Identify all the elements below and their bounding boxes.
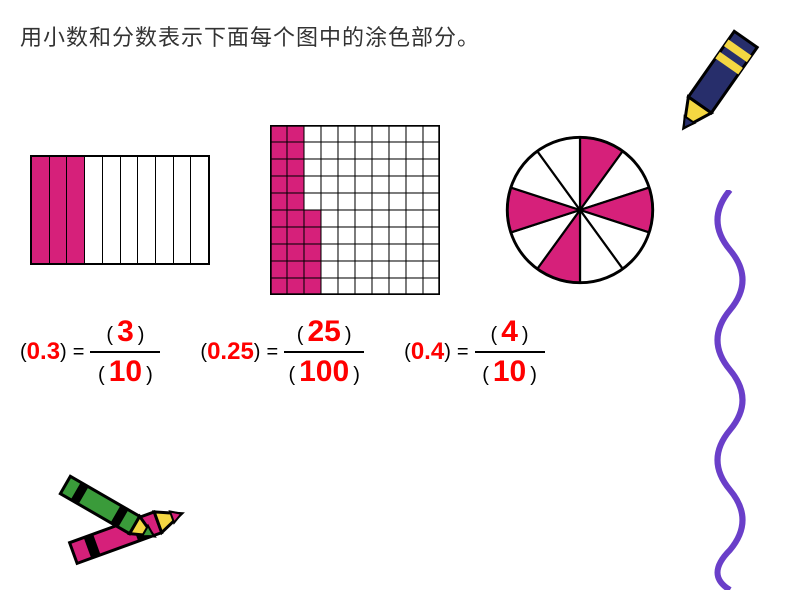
- decimal-value: 0.4: [411, 338, 444, 366]
- wavy-line-icon: [700, 190, 760, 595]
- numerator: 25: [307, 315, 340, 349]
- numerator: 4: [501, 315, 518, 349]
- fraction-bar: [90, 351, 160, 353]
- fraction: ( 4 ) (10 ): [475, 315, 545, 389]
- fraction: ( 25 ) (100 ): [284, 315, 364, 389]
- fraction: ( 3 ) ( 10 ): [90, 315, 160, 389]
- equation-2: (0.25) = ( 25 ) (100 ): [200, 315, 364, 389]
- decimal-value: 0.3: [27, 338, 60, 366]
- crayons-icon: [40, 465, 200, 580]
- fraction-bar: [475, 351, 545, 353]
- equation-3: (0.4 ) = ( 4 ) (10 ): [404, 315, 544, 389]
- denominator: 10: [109, 355, 142, 389]
- tenths-strip-diagram: [30, 155, 210, 265]
- numerator: 3: [117, 315, 134, 349]
- equations-row: (0.3 ) = ( 3 ) ( 10 ) (0.25) = ( 25 ) (1…: [20, 315, 545, 389]
- equation-1: (0.3 ) = ( 3 ) ( 10 ): [20, 315, 160, 389]
- denominator: 10: [493, 355, 526, 389]
- pie-diagram: [500, 130, 660, 290]
- fraction-bar: [284, 351, 364, 353]
- crayon-icon: [660, 20, 770, 155]
- hundred-grid-diagram: [270, 125, 440, 295]
- decimal-value: 0.25: [207, 338, 254, 366]
- denominator: 100: [299, 355, 349, 389]
- page-title: 用小数和分数表示下面每个图中的涂色部分。: [20, 20, 480, 52]
- figures-row: [30, 125, 660, 295]
